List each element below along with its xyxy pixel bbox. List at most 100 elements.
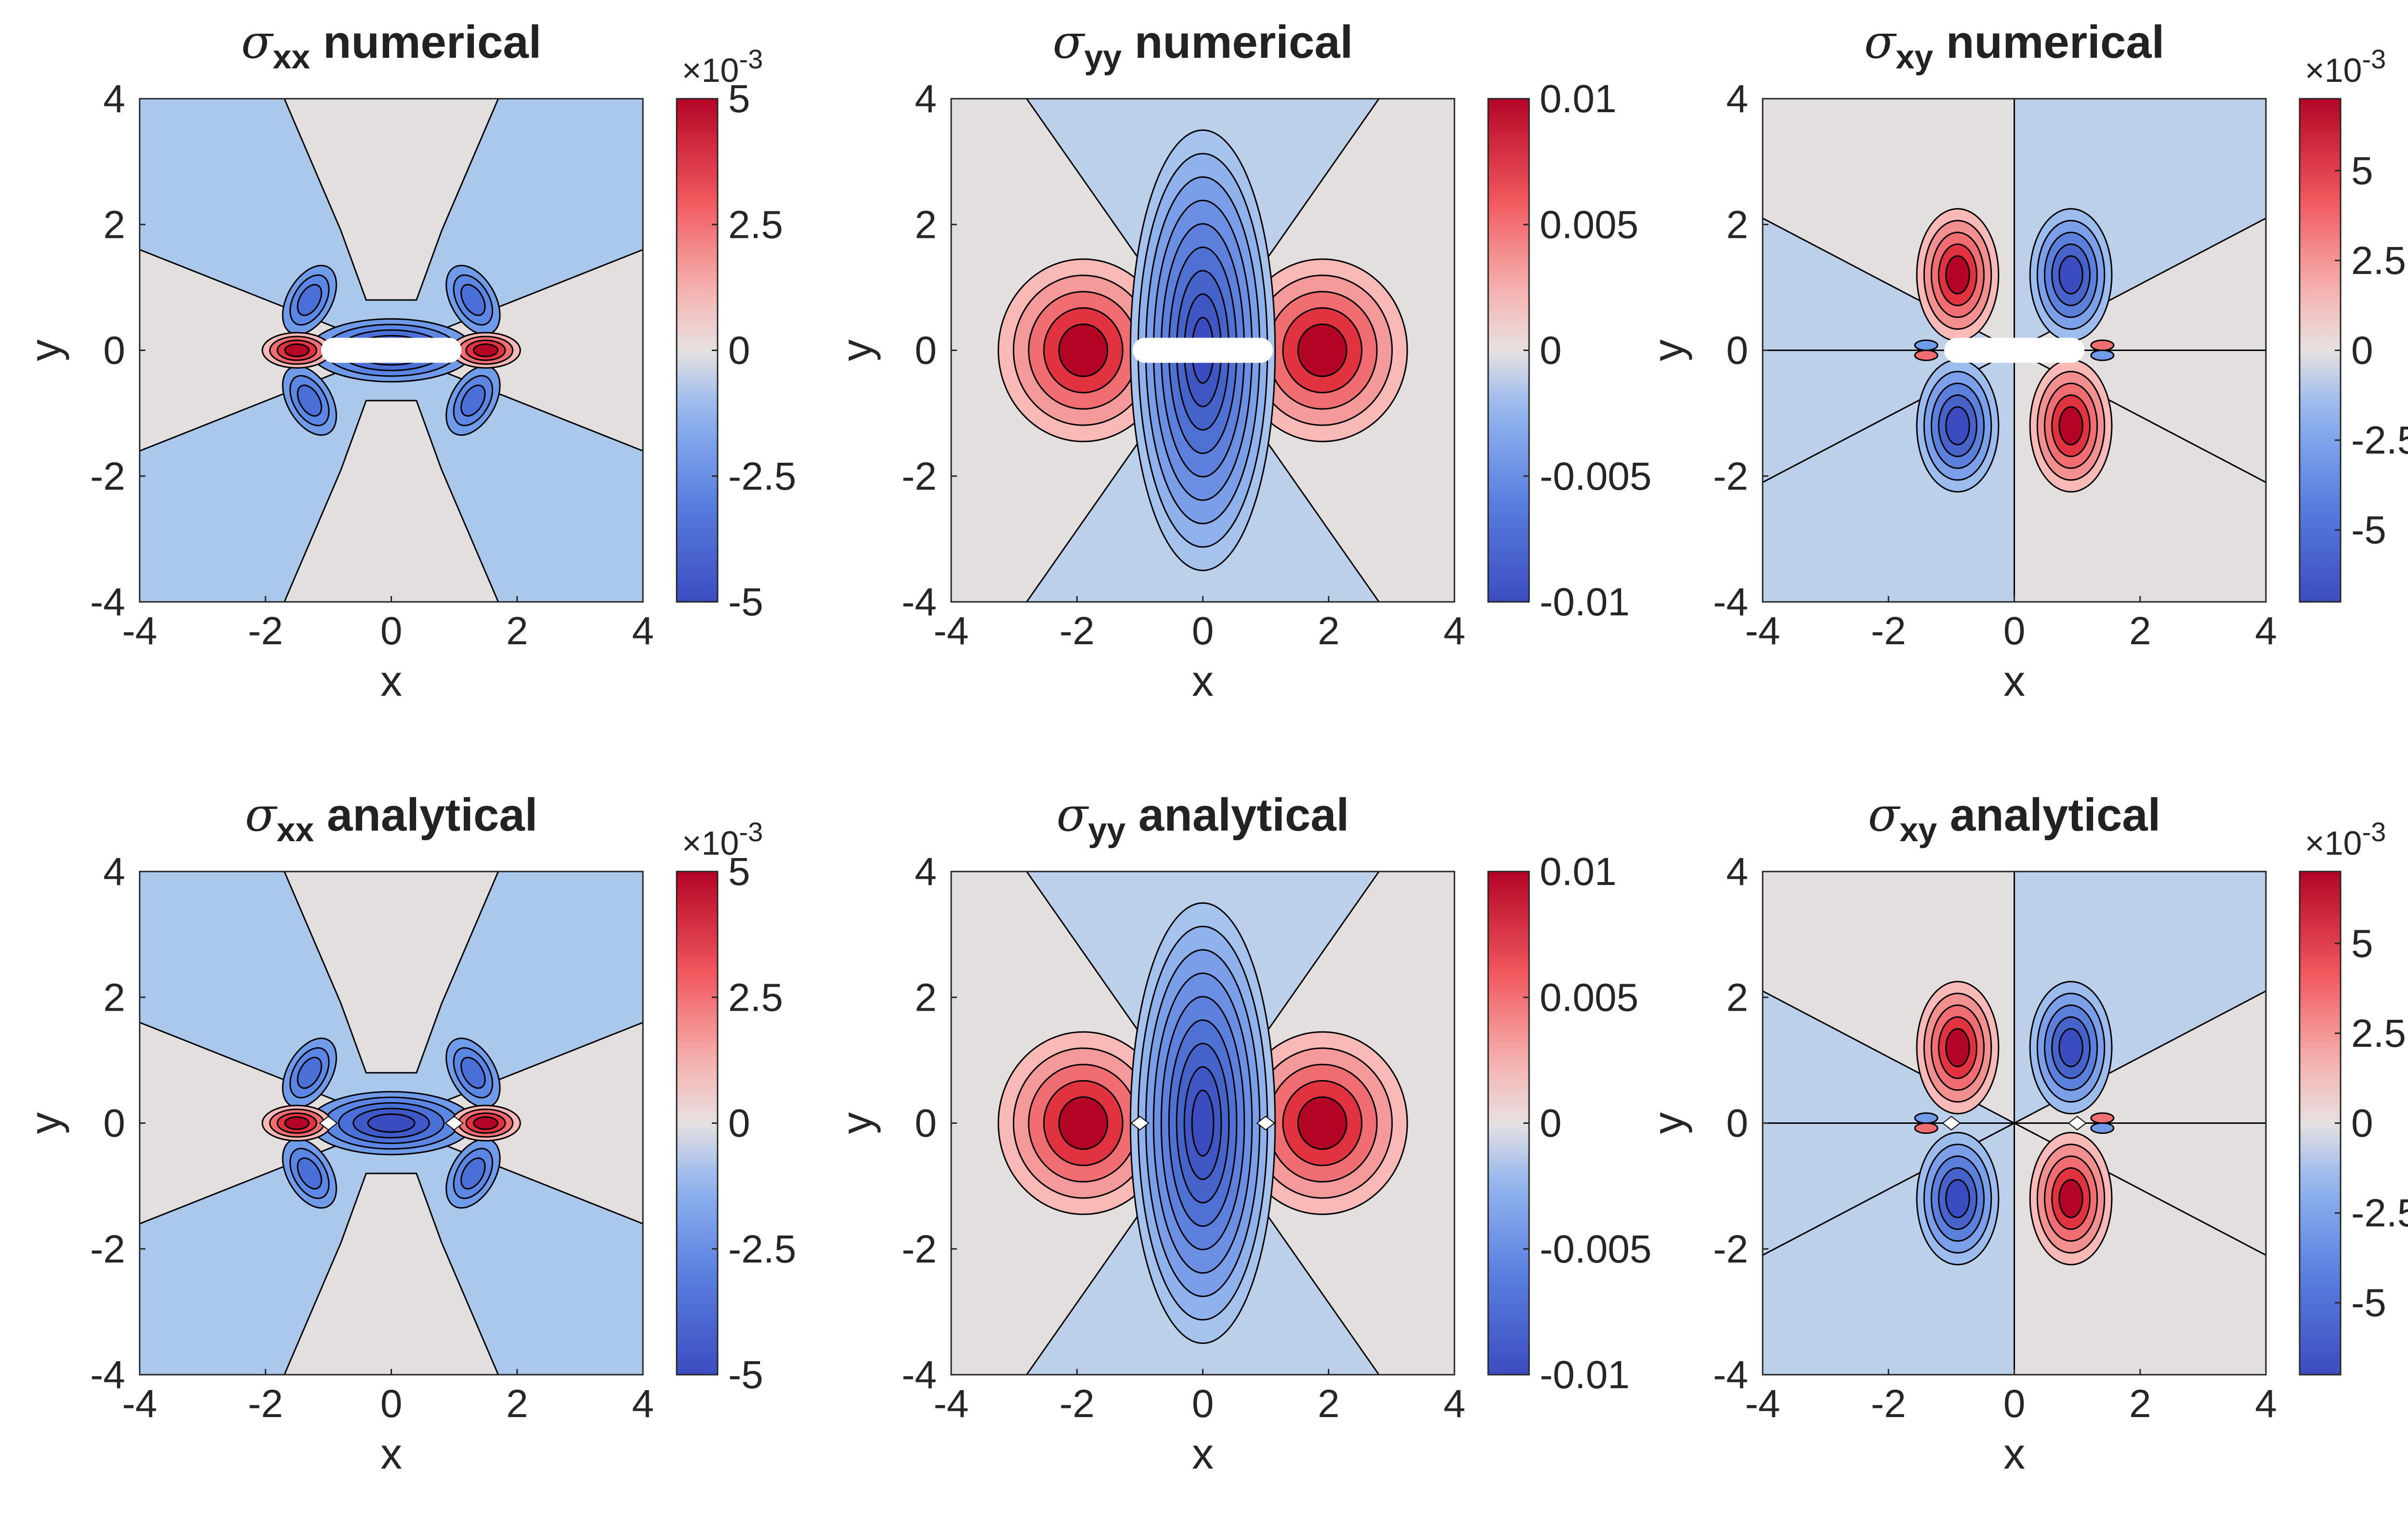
positive-lobe-upper-left [1945, 255, 1970, 295]
positive-lobe-left [284, 1116, 310, 1130]
colorbar-tick-label: 0 [728, 1102, 750, 1145]
crack-tip-marker [2068, 1116, 2087, 1131]
panel-title: σxx numerical [241, 15, 542, 76]
colorbar-tick-label: 2.5 [728, 203, 783, 247]
contour-field [951, 99, 1454, 602]
title-text: numerical [1122, 16, 1353, 68]
y-tick-label: -4 [90, 580, 125, 624]
x-tick-label: -2 [1871, 1382, 1906, 1426]
title-text: analytical [1125, 789, 1349, 841]
crack-tip-marker [1256, 1116, 1275, 1131]
x-axis-label: x [2003, 657, 2025, 705]
y-tick-label: 0 [915, 329, 937, 373]
y-tick-label: 0 [1726, 329, 1748, 373]
negative-lobe-upper-right [2058, 1028, 2083, 1067]
y-tick-label: 2 [103, 203, 125, 247]
y-tick-label: -2 [902, 1227, 937, 1271]
panel-title: σyy analytical [1057, 788, 1349, 848]
x-tick-label: 4 [1443, 609, 1466, 653]
y-tick-label: 4 [1726, 77, 1748, 121]
x-tick-label: 0 [380, 1382, 403, 1426]
x-tick-label: 0 [1192, 1382, 1214, 1426]
x-tick-label: 2 [1318, 1382, 1340, 1426]
title-text: numerical [1933, 16, 2164, 68]
x-tick-label: -2 [248, 609, 283, 653]
center-lobe [1191, 1089, 1215, 1157]
colorbar [1488, 99, 1529, 602]
negative-lobe [297, 1056, 322, 1089]
colorbar-tick-label: 5 [2351, 149, 2373, 193]
x-tick-label: -2 [1060, 1382, 1095, 1426]
tip-lobe [2090, 1112, 2115, 1124]
y-tick-label: 2 [1726, 976, 1748, 1019]
colorbar-tick-label: -2.5 [2351, 1191, 2408, 1235]
title-subscript: xy [1899, 811, 1937, 848]
x-tick-label: -4 [1745, 609, 1780, 653]
y-tick-label: 2 [915, 203, 937, 247]
positive-lobe-upper-left [1945, 1028, 1970, 1067]
title-subscript: yy [1084, 38, 1122, 76]
y-tick-label: 4 [915, 850, 937, 894]
x-tick-label: 4 [1443, 1382, 1466, 1426]
x-axis-label: x [2003, 1430, 2025, 1478]
negative-lobe [297, 1157, 322, 1190]
x-tick-label: -2 [248, 1382, 283, 1426]
colorbar-exponent: ×10-3 [682, 817, 763, 862]
y-axis-label: y [1645, 1112, 1693, 1134]
panel-title: σyy numerical [1053, 15, 1353, 76]
colorbar-tick-label: 0 [1540, 329, 1562, 373]
colorbar-tick-label: -5 [728, 580, 763, 624]
y-tick-label: -2 [1713, 455, 1748, 498]
colorbar [2300, 99, 2341, 602]
y-axis-label: y [22, 339, 70, 361]
y-tick-label: 0 [103, 329, 125, 373]
crack-slot [1132, 338, 1273, 363]
crack-tip-marker [319, 1116, 338, 1131]
negative-lobe [460, 1056, 486, 1089]
colorbar-tick-label: 0.01 [1540, 850, 1617, 894]
colorbar-tick-label: -5 [2351, 1281, 2386, 1325]
crack-tip-marker [1942, 1116, 1961, 1131]
x-tick-label: 0 [2003, 609, 2026, 653]
y-axis-label: y [1645, 339, 1693, 361]
positive-lobe-right [1297, 323, 1348, 377]
colorbar-tick-label: 2.5 [728, 976, 783, 1019]
x-tick-label: 2 [506, 1382, 528, 1426]
center-lobe [367, 1113, 416, 1133]
colorbar-tick-label: -2.5 [728, 455, 796, 498]
positive-lobe-left [284, 343, 310, 357]
panel-sigma-xx-analytical: -4 -2 0 2 4 4 2 0 -2 -4 x y σxx analytical 5 2.5 0 -2.5 -… [22, 788, 796, 1478]
crack-tip-marker [445, 1116, 464, 1131]
x-tick-label: 4 [632, 1382, 654, 1426]
panel-sigma-yy-analytical: -4 -2 0 2 4 4 2 0 -2 -4 x y σyy analytical 0.01 0.005 0… [833, 788, 1652, 1478]
tip-lobe [2090, 1122, 2115, 1134]
y-tick-label: -4 [902, 1353, 937, 1397]
x-tick-label: 4 [632, 609, 654, 653]
y-tick-label: 0 [1726, 1102, 1748, 1145]
colorbar-tick-label: 0 [2351, 1102, 2373, 1145]
title-symbol: σ [1053, 15, 1086, 69]
y-axis-label: y [833, 1112, 881, 1134]
y-tick-label: -4 [902, 580, 937, 624]
panel-sigma-xx-numerical: -4 -2 0 2 4 4 2 0 -2 -4 x y σxx numerical 5 2.5 0 -2.5 -5… [22, 15, 796, 705]
colorbar-tick-label: 0.005 [1540, 203, 1638, 247]
x-tick-label: 0 [380, 609, 403, 653]
x-tick-label: 2 [506, 609, 528, 653]
negative-lobe-lower-left [1945, 406, 1970, 445]
colorbar-tick-label: 5 [728, 77, 750, 121]
y-tick-label: -4 [1713, 1353, 1748, 1397]
y-tick-label: -2 [90, 1227, 125, 1271]
x-tick-label: 2 [1318, 609, 1340, 653]
y-tick-label: 4 [1726, 850, 1748, 894]
colorbar-tick-label: 0.01 [1540, 77, 1617, 121]
negative-lobe-upper-right [2058, 255, 2083, 295]
crack-slot [1944, 338, 2085, 363]
positive-lobe-lower-right [2058, 1179, 2083, 1218]
x-tick-label: -4 [934, 1382, 969, 1426]
colorbar-tick-label: -5 [728, 1353, 763, 1397]
x-tick-label: 2 [2129, 1382, 2151, 1426]
title-text: analytical [1937, 789, 2160, 841]
colorbar-exponent: ×10-3 [682, 44, 763, 89]
